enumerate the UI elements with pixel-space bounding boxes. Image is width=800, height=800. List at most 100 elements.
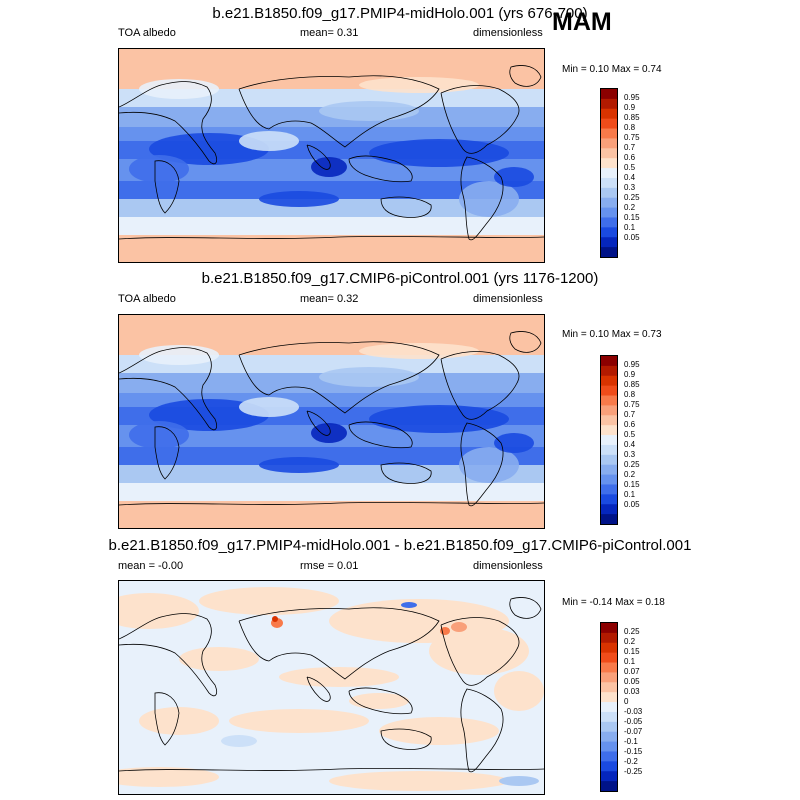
colorbar-swatch xyxy=(601,385,617,397)
colorbar-tick-label: 0.05 xyxy=(624,500,640,509)
season-label: MAM xyxy=(552,8,612,36)
colorbar-swatch xyxy=(601,484,617,495)
panel2-mean-label: mean= 0.32 xyxy=(300,293,359,305)
colorbar-tick-label: 0.3 xyxy=(624,183,636,192)
colorbar-swatch xyxy=(601,177,617,189)
colorbar-tick-label: 0.2 xyxy=(624,203,636,212)
panel2-minmax: Min = 0.10 Max = 0.73 xyxy=(562,329,662,340)
panel1-units-label: dimensionless xyxy=(473,27,543,39)
colorbar-swatch xyxy=(601,741,617,752)
colorbar-tick-label: 0.4 xyxy=(624,440,636,449)
colorbar-swatch xyxy=(601,247,617,257)
colorbar-swatch xyxy=(601,98,617,110)
colorbar-swatch xyxy=(601,682,617,693)
colorbar-swatch xyxy=(601,623,617,634)
colorbar-swatch xyxy=(601,425,617,436)
coastline xyxy=(119,768,544,772)
colorbar-swatch xyxy=(601,771,617,782)
panel1-mean-label: mean= 0.31 xyxy=(300,27,359,39)
panel1-title: b.e21.B1850.f09_g17.PMIP4-midHolo.001 (y… xyxy=(212,5,588,22)
colorbar-swatch xyxy=(601,711,617,723)
colorbar-swatch xyxy=(601,365,617,377)
colorbar-tick-label: -0.15 xyxy=(624,747,643,756)
colorbar-tick-label: 0.05 xyxy=(624,233,640,242)
colorbar-swatch xyxy=(601,444,617,456)
coastline xyxy=(380,462,432,484)
colorbar-tick-label: 0.5 xyxy=(624,163,636,172)
colorbar-swatch xyxy=(601,187,617,199)
colorbar-swatch xyxy=(601,751,617,762)
colorbar-swatch xyxy=(601,702,617,713)
colorbar-tick-label: 0.05 xyxy=(624,677,640,686)
coastline xyxy=(119,81,217,165)
coastline xyxy=(348,421,413,449)
coastline xyxy=(119,236,544,240)
colorbar-tick-label: 0.3 xyxy=(624,450,636,459)
panel1-variable-label: TOA albedo xyxy=(118,27,176,39)
colorbar-swatch xyxy=(601,672,617,683)
colorbar-swatch xyxy=(601,435,617,446)
coastline xyxy=(509,597,542,619)
panel3-rmse-label: rmse = 0.01 xyxy=(300,560,359,572)
colorbar-tick-label: -0.1 xyxy=(624,737,638,746)
colorbar-swatch xyxy=(601,128,617,139)
colorbar-swatch xyxy=(601,356,617,367)
coastline xyxy=(348,155,413,183)
coastline xyxy=(154,160,180,214)
colorbar-tick-label: 0.25 xyxy=(624,193,640,202)
colorbar-tick-label: 0.25 xyxy=(624,460,640,469)
colorbar-swatch xyxy=(601,237,617,248)
colorbar-tick-label: -0.2 xyxy=(624,757,638,766)
panel2-colorbar xyxy=(600,355,618,525)
panel3-units-label: dimensionless xyxy=(473,560,543,572)
colorbar-tick-label: -0.05 xyxy=(624,717,643,726)
colorbar-tick-label: 0.15 xyxy=(624,647,640,656)
coastline xyxy=(460,688,504,773)
coastline xyxy=(238,341,440,414)
colorbar-swatch xyxy=(601,148,617,159)
colorbar-tick-label: 0.95 xyxy=(624,360,640,369)
coastline xyxy=(440,85,520,154)
colorbar-tick-label: 0.7 xyxy=(624,410,636,419)
coastline xyxy=(380,196,432,218)
colorbar-tick-label: -0.07 xyxy=(624,727,643,736)
colorbar-swatch xyxy=(601,494,617,505)
colorbar-swatch xyxy=(601,227,617,238)
colorbar-tick-label: 0 xyxy=(624,697,629,706)
colorbar-swatch xyxy=(601,405,617,416)
coastline xyxy=(238,607,440,680)
colorbar-swatch xyxy=(601,781,617,791)
colorbar-swatch xyxy=(601,504,617,515)
colorbar-swatch xyxy=(601,761,617,772)
coastline xyxy=(306,144,331,170)
colorbar-tick-label: 0.6 xyxy=(624,420,636,429)
colorbar-tick-label: 0.75 xyxy=(624,400,640,409)
colorbar-swatch xyxy=(601,464,617,476)
colorbar-swatch xyxy=(601,721,617,733)
panel2-variable-label: TOA albedo xyxy=(118,293,176,305)
panel2-units-label: dimensionless xyxy=(473,293,543,305)
panel2-map xyxy=(118,314,545,529)
colorbar-tick-label: 0.7 xyxy=(624,143,636,152)
colorbar-swatch xyxy=(601,118,617,130)
colorbar-tick-label: 0.2 xyxy=(624,637,636,646)
colorbar-swatch xyxy=(601,89,617,100)
colorbar-tick-label: 0.85 xyxy=(624,113,640,122)
colorbar-tick-label: 0.03 xyxy=(624,687,640,696)
colorbar-swatch xyxy=(601,632,617,644)
panel3-title: b.e21.B1850.f09_g17.PMIP4-midHolo.001 - … xyxy=(108,537,692,554)
colorbar-tick-label: -0.25 xyxy=(624,767,643,776)
colorbar-tick-label: 0.1 xyxy=(624,490,636,499)
colorbar-tick-label: 0.15 xyxy=(624,213,640,222)
panel2-title: b.e21.B1850.f09_g17.CMIP6-piControl.001 … xyxy=(201,270,599,287)
panel1-map xyxy=(118,48,545,263)
panel3-minmax: Min = -0.14 Max = 0.18 xyxy=(562,597,665,608)
coastline xyxy=(348,687,413,715)
colorbar-swatch xyxy=(601,731,617,743)
colorbar-tick-label: 0.85 xyxy=(624,380,640,389)
colorbar-tick-label: -0.03 xyxy=(624,707,643,716)
colorbar-tick-label: 0.1 xyxy=(624,223,636,232)
colorbar-swatch xyxy=(601,217,617,228)
colorbar-swatch xyxy=(601,375,617,387)
colorbar-swatch xyxy=(601,415,617,426)
